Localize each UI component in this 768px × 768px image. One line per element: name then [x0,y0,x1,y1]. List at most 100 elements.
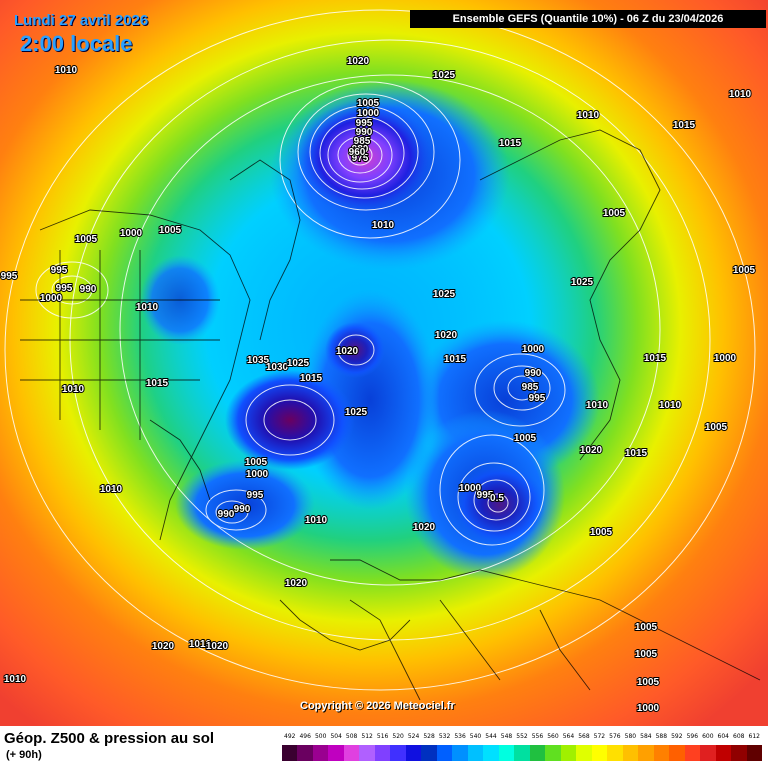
isobar-label: 1025 [571,277,594,288]
isobar-label: 1000 [120,228,143,239]
scale-cell [731,745,747,761]
scale-cell [483,745,499,761]
scale-label: 576 [609,733,621,740]
isobar-label: 980 [352,144,369,155]
isobar-label: 0.5 [490,493,504,504]
isobar-label: 1025 [433,289,456,300]
isobar-label: 1015 [625,448,648,459]
isobar-label: 1005 [733,265,756,276]
isobar-label: 990 [218,509,235,520]
scale-label: 592 [671,733,683,740]
scale-label: 520 [392,733,404,740]
scale-label: 516 [376,733,389,740]
isobar-label: 1020 [206,641,229,652]
isobar-label: 1010 [62,384,85,395]
copyright-text: Copyright © 2026 Meteociel.fr [300,700,455,712]
forecast-time: 2:00 locale [20,31,133,56]
scale-label: 588 [655,733,668,740]
model-run-label: Ensemble GEFS (Quantile 10%) - 06 Z du 2… [410,10,766,28]
scale-cell [746,745,763,761]
isobar-label: 1015 [444,354,467,365]
scale-label: 528 [423,733,435,740]
isobar-label: 975 [352,153,369,164]
scale-cell [436,745,453,761]
scale-cell [591,745,608,761]
isobar-label: 990 [525,368,542,379]
date-header: Lundi 27 avril 2026 2:00 locale [0,0,175,60]
isobar-label: 1005 [245,457,268,468]
scale-cell [405,745,422,761]
isobar-label: 1000 [714,353,737,364]
scale-label: 604 [717,733,729,740]
scale-cell [297,745,313,761]
isobar-label: 1005 [75,234,98,245]
isobar-label: 1005 [603,208,626,219]
scale-label: 544 [485,733,497,740]
isobar-label: 995 [56,283,73,294]
isobar-label: 1010 [55,65,78,76]
isobar-label: 1010 [189,639,212,650]
isobar-label: 995 [477,490,494,501]
isobar-label: 1020 [435,330,458,341]
scale-cell [545,745,561,761]
isobar-label: 1005 [635,649,658,660]
scale-cell [467,745,484,761]
scale-label: 532 [438,733,451,740]
scale-cell [328,745,344,761]
isobar-label: 1030 [266,362,289,373]
isobar-label: 1005 [705,422,728,433]
isobar-label: 1020 [152,641,175,652]
isobar-label: 1020 [580,445,603,456]
scale-cell [282,745,298,761]
isobar-label: 995 [529,393,546,404]
isobar-label: 1025 [433,70,456,81]
scale-cell [576,745,592,761]
scale-cell [421,745,437,761]
isobar-label: 1005 [357,98,380,109]
scale-label: 508 [345,733,358,740]
forecast-date: Lundi 27 avril 2026 [14,12,149,29]
isobar-label: 1010 [100,484,123,495]
isobar-label: 1005 [637,677,660,688]
geopotential-field: 1010102010251005100099599098598097596010… [0,0,768,726]
isobar-label: 1010 [136,302,159,313]
isobar-label: 1020 [336,346,359,357]
scale-cell [390,745,406,761]
isobar-label: 1010 [4,674,27,685]
scale-label: 556 [531,733,544,740]
isobar-label: 1020 [413,522,436,533]
scale-cell [700,745,716,761]
isobar-label: 1010 [729,89,752,100]
forecast-map: 1010 1020 1025 1005 1000 995 990 985 980 975 960 10… [0,0,768,726]
isobar-label: 990 [234,504,251,515]
isobar-label: 995 [51,265,68,276]
scale-cell [498,745,515,761]
isobar-label: 1010 [372,220,395,231]
scale-cell [684,745,701,761]
scale-cell [312,745,329,761]
scale-label: 608 [733,733,745,740]
isobar-label: 1010 [586,400,609,411]
scale-cell [715,745,732,761]
scale-cell [514,745,530,761]
isobar-label: 1015 [644,353,667,364]
scale-cell [452,745,468,761]
scale-label: 564 [562,733,575,740]
scale-cell [560,745,577,761]
isobar-label: 1015 [673,120,696,131]
isobar-label: 1015 [146,378,169,389]
isobar-label: 1000 [637,703,660,714]
isobar-label: 1020 [347,56,370,67]
scale-label: 596 [686,733,699,740]
isobar-label: 1000 [522,344,545,355]
isobar-label: 1025 [345,407,368,418]
isobar-label: 1010 [577,110,600,121]
scale-cell [653,745,670,761]
scale-cell [607,745,623,761]
isobar-label: 1005 [514,433,537,444]
isobar-label: 1000 [357,108,380,119]
scale-label: 512 [361,733,373,740]
scale-cell [669,745,685,761]
isobar-label: 995 [1,271,18,282]
isobar-label: 1005 [635,622,658,633]
